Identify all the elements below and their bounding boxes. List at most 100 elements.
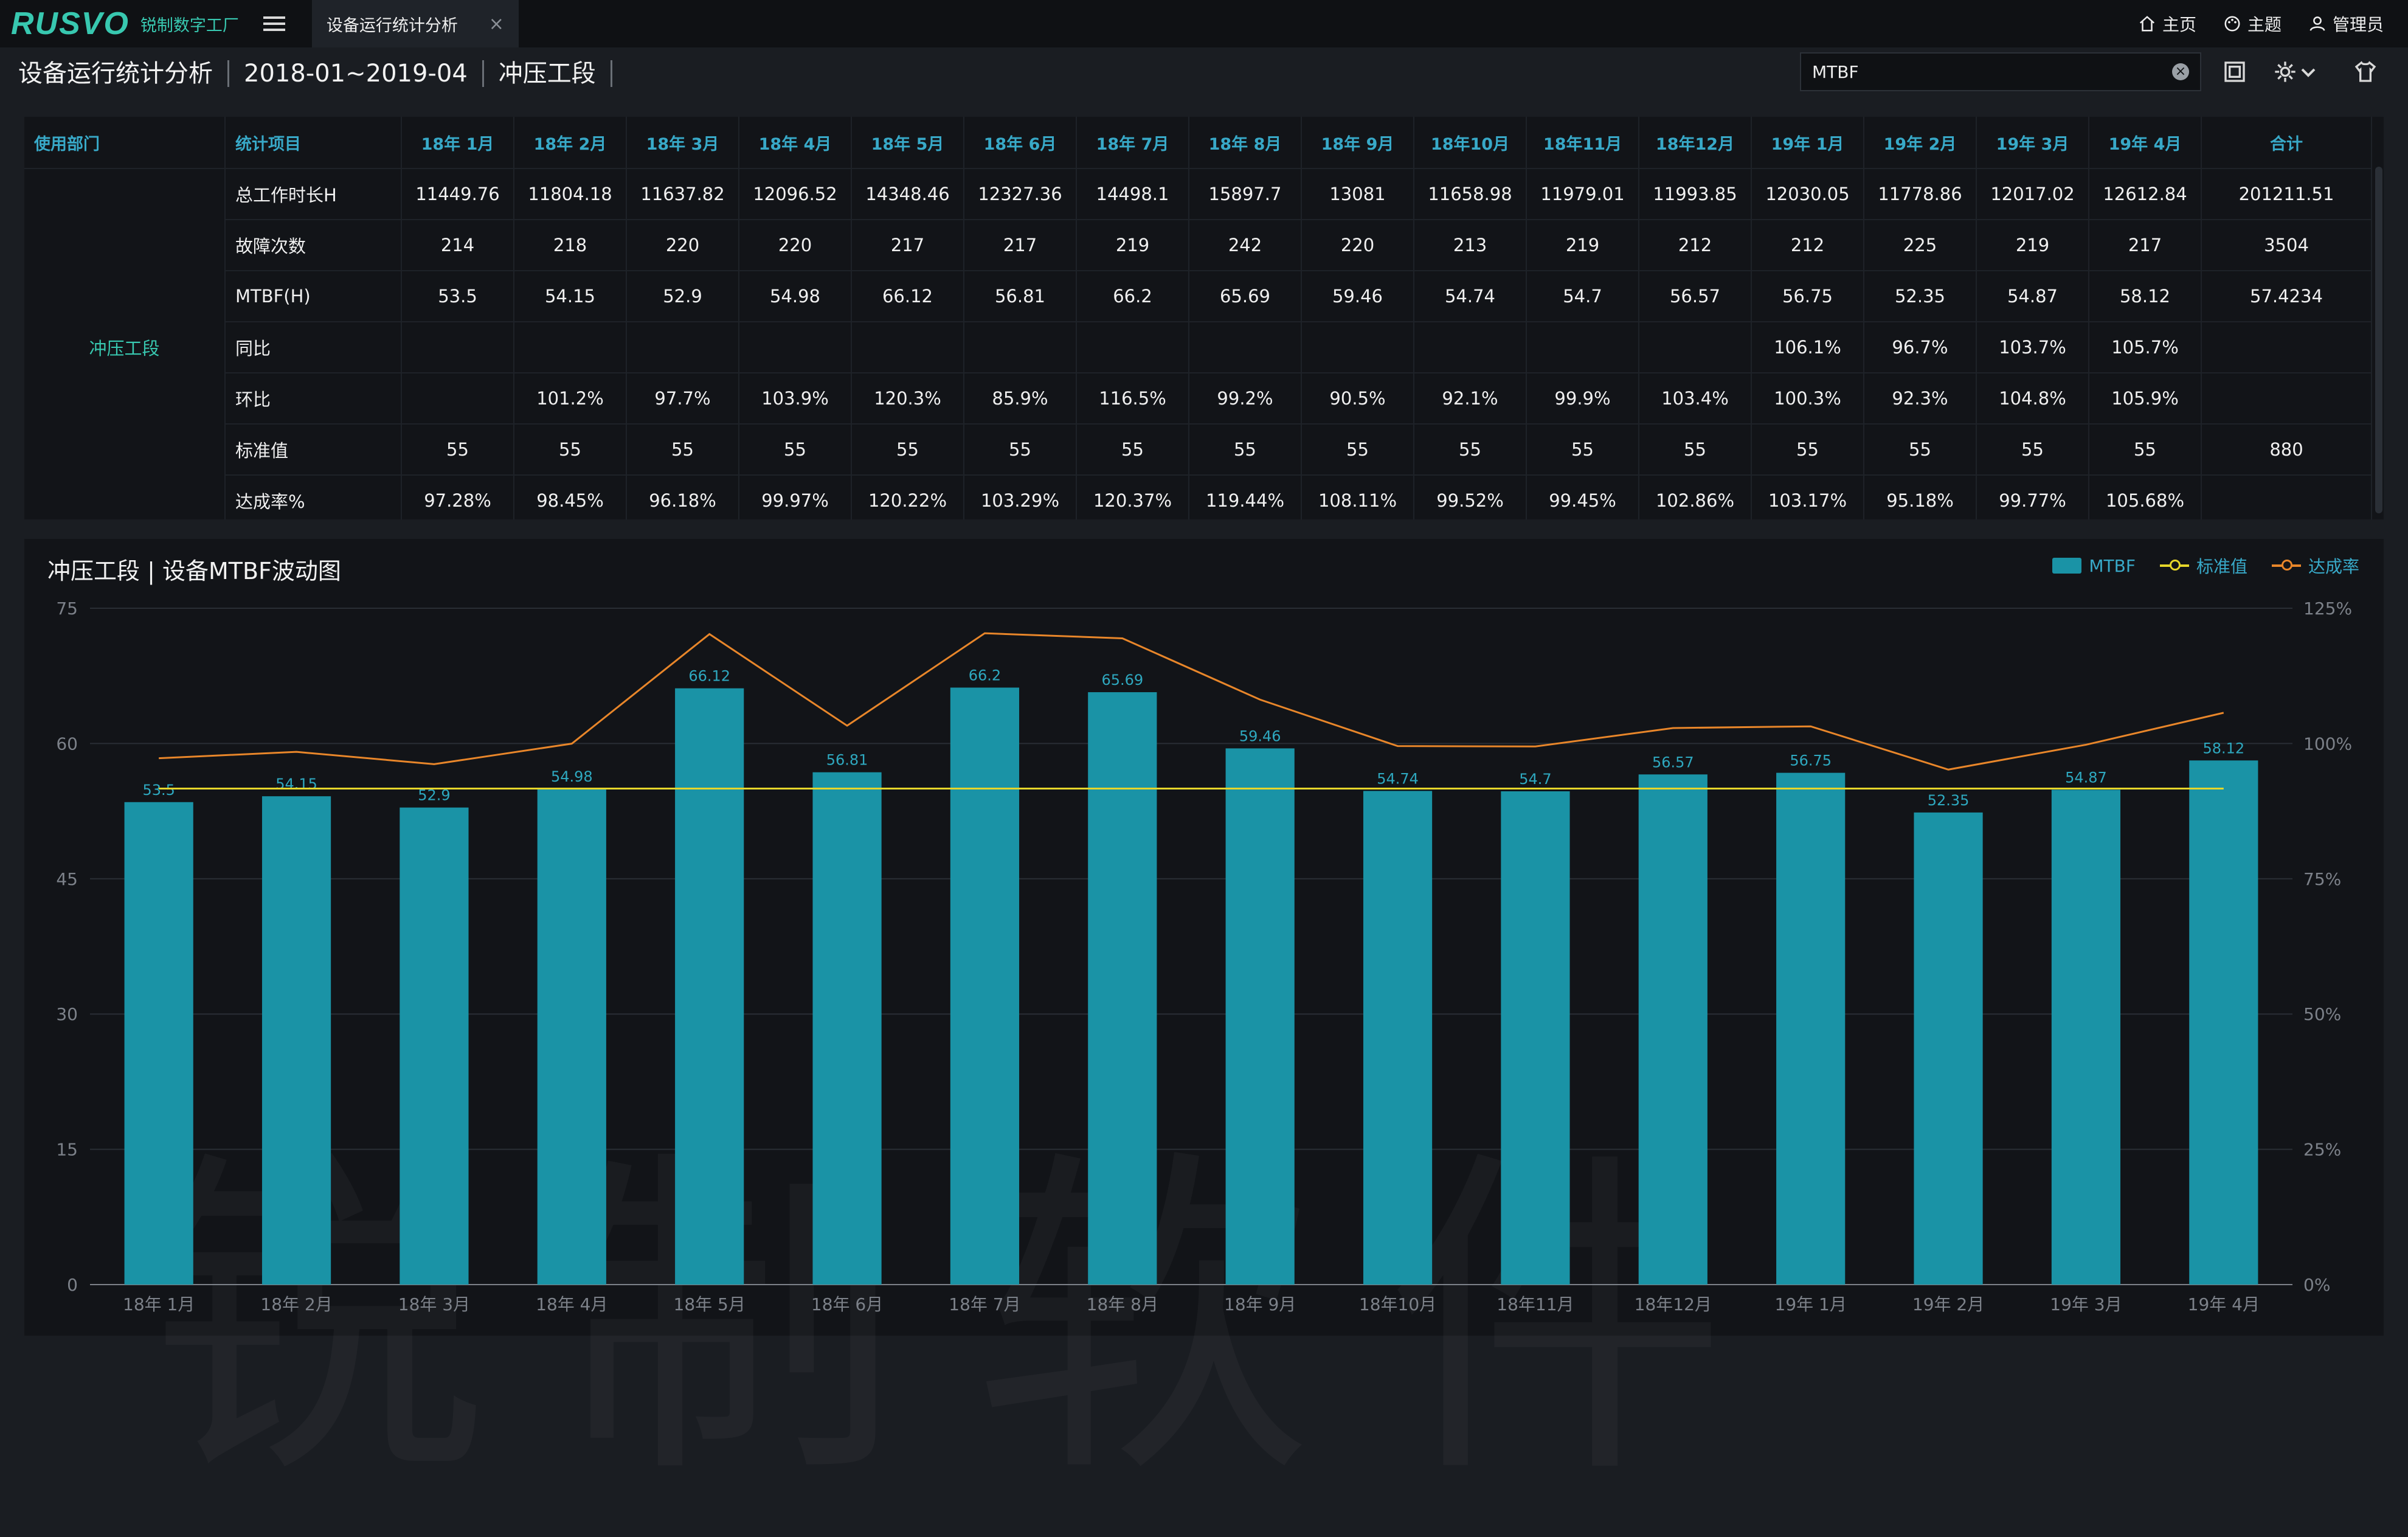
column-header: 19年 4月 (2089, 117, 2202, 169)
value-cell: 56.57 (1639, 271, 1752, 322)
value-cell: 11778.86 (1864, 168, 1977, 220)
x-tick-label: 18年 8月 (1087, 1294, 1158, 1314)
value-cell (2201, 373, 2372, 425)
value-cell: 55 (2089, 424, 2202, 476)
bar-value-label: 66.2 (969, 667, 1001, 684)
value-cell: 55 (1976, 424, 2089, 476)
menu-icon[interactable] (263, 14, 288, 33)
tab-equipment-stats[interactable]: 设备运行统计分析 × (311, 0, 519, 47)
nav-home-label: 主页 (2162, 15, 2196, 35)
table-row: 达成率% 97.28% 98.45% 96.18% 99.97% 120.22% 103.2… (24, 475, 2372, 519)
nav-home[interactable]: 主页 (2138, 12, 2196, 36)
value-cell: 103.9% (739, 373, 852, 425)
bar (1501, 791, 1570, 1285)
legend-label: 达成率 (2308, 557, 2359, 577)
value-cell: 55 (1301, 424, 1414, 476)
chart-panel: 锐制软件 冲压工段 | 设备MTBF波动图 MTBF 标准值 达成率 01530… (24, 539, 2384, 1336)
value-cell: 11993.85 (1639, 168, 1752, 220)
chart-title: 冲压工段 | 设备MTBF波动图 (47, 558, 341, 585)
bar-value-label: 56.57 (1652, 754, 1694, 771)
value-cell: 119.44% (1189, 475, 1302, 519)
app-subtitle: 锐制数字工厂 (140, 16, 239, 35)
value-cell: 99.52% (1414, 475, 1527, 519)
value-cell: 99.97% (739, 475, 852, 519)
value-cell: 55 (1414, 424, 1527, 476)
column-header: 18年 5月 (851, 117, 964, 169)
value-cell (1526, 322, 1639, 373)
x-tick-label: 18年 9月 (1224, 1294, 1296, 1314)
value-cell: 55 (1076, 424, 1189, 476)
search-input[interactable]: MTBF × (1800, 52, 2201, 91)
app-logo[interactable]: RUSVO (11, 6, 130, 41)
breadcrumb-date-range: 2018-01~2019-04 (229, 60, 484, 87)
legend-item-standard[interactable]: 标准值 (2159, 553, 2247, 578)
bar (1914, 812, 1983, 1285)
bar (124, 802, 193, 1285)
value-cell: 225 (1864, 220, 1977, 271)
table-row: 冲压工段 总工作时长H 11449.76 11804.18 11637.82 12096.… (24, 168, 2372, 519)
value-cell: 55 (851, 424, 964, 476)
table-scrollbar[interactable] (2375, 167, 2382, 513)
mtbf-chart: 0 15 30 45 60 75 0% 25% 50% 75% 100% 125% 53.5 54.15 5… (56, 598, 2352, 1314)
home-icon (2139, 16, 2155, 32)
value-cell: 11637.82 (626, 168, 739, 220)
legend-item-mtbf[interactable]: MTBF (2052, 556, 2136, 576)
bar-value-label: 59.46 (1239, 727, 1281, 744)
value-cell (401, 373, 514, 425)
value-cell: 97.7% (626, 373, 739, 425)
value-cell: 219 (1076, 220, 1189, 271)
nav-user-label: 管理员 (2332, 15, 2384, 35)
shirt-icon[interactable] (2353, 60, 2378, 84)
bar (2189, 760, 2258, 1285)
column-header: 18年 1月 (401, 117, 514, 169)
export-icon[interactable] (2223, 60, 2247, 84)
value-cell (514, 322, 627, 373)
value-cell: 92.3% (1864, 373, 1977, 425)
x-tick-label: 19年 4月 (2188, 1294, 2260, 1314)
column-header: 18年11月 (1526, 117, 1639, 169)
value-cell: 213 (1414, 220, 1527, 271)
value-cell: 105.68% (2089, 475, 2202, 519)
y2-tick-label: 50% (2303, 1004, 2341, 1024)
value-cell: 120.37% (1076, 475, 1189, 519)
value-cell: 14498.1 (1076, 168, 1189, 220)
value-cell (2201, 475, 2372, 519)
bar-value-label: 56.81 (826, 752, 868, 769)
settings-dropdown[interactable] (2273, 60, 2317, 84)
value-cell: 65.69 (1189, 271, 1302, 322)
nav-user[interactable]: 管理员 (2308, 12, 2384, 36)
top-nav: 主页 主题 管理员 (2138, 0, 2384, 47)
value-cell: 55 (1526, 424, 1639, 476)
value-cell: 219 (1976, 220, 2089, 271)
value-cell (739, 322, 852, 373)
value-cell: 102.86% (1639, 475, 1752, 519)
column-header: 19年 3月 (1976, 117, 2089, 169)
value-cell: 12096.52 (739, 168, 852, 220)
y-tick-label: 75 (56, 598, 78, 619)
value-cell: 52.9 (626, 271, 739, 322)
x-tick-label: 19年 2月 (1912, 1294, 1984, 1314)
legend-item-rate[interactable]: 达成率 (2271, 553, 2359, 578)
legend-swatch (2159, 560, 2189, 571)
value-cell (626, 322, 739, 373)
value-cell: 55 (1189, 424, 1302, 476)
nav-theme[interactable]: 主题 (2223, 12, 2282, 36)
bar-value-label: 54.15 (275, 775, 317, 793)
close-icon[interactable]: × (488, 13, 504, 35)
bar-value-label: 54.87 (2065, 769, 2107, 786)
value-cell: 108.11% (1301, 475, 1414, 519)
column-header: 18年12月 (1639, 117, 1752, 169)
value-cell (851, 322, 964, 373)
table-row: 同比 106.1% 96.7% 103.7% 105.7% (24, 322, 2372, 373)
column-header: 使用部门 (24, 117, 226, 169)
value-cell: 96.7% (1864, 322, 1977, 373)
value-cell: 90.5% (1301, 373, 1414, 425)
clear-icon[interactable]: × (2172, 63, 2189, 80)
title-row: 设备运行统计分析 2018-01~2019-04 冲压工段 MTBF × (0, 49, 2408, 99)
value-cell: 106.1% (1751, 322, 1864, 373)
value-cell: 96.18% (626, 475, 739, 519)
value-cell: 242 (1189, 220, 1302, 271)
bar (1363, 791, 1433, 1285)
legend-swatch (2271, 560, 2301, 571)
x-tick-label: 19年 1月 (1775, 1294, 1847, 1314)
